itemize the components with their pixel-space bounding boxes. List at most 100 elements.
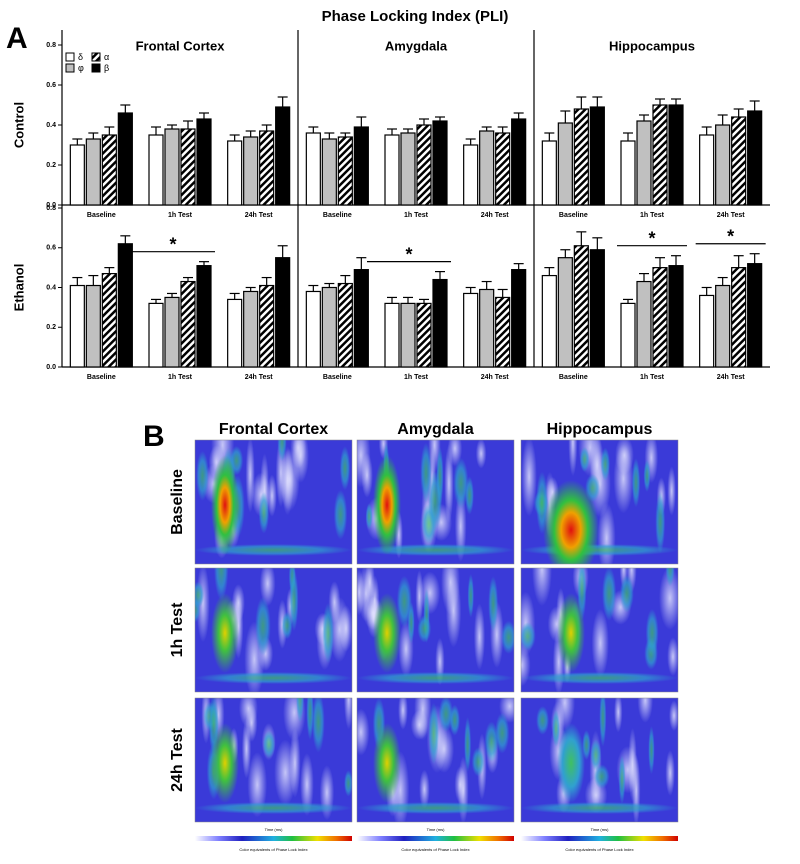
bar — [747, 110, 763, 206]
heat-blob — [267, 474, 277, 517]
heat-blob — [274, 739, 297, 806]
column-title: Amygdala — [385, 38, 448, 53]
heat-blob — [591, 608, 609, 678]
heat-blob — [344, 770, 352, 797]
heat-blob — [339, 446, 351, 491]
x-axis-label: Time (ms) — [265, 827, 284, 832]
heat-blob — [648, 725, 655, 775]
heat-blob — [669, 700, 678, 732]
heat-blob — [602, 568, 617, 621]
heat-blob — [658, 568, 678, 630]
heat-blob — [279, 448, 300, 512]
y-tick-label: 0.2 — [46, 162, 56, 169]
heat-blob — [241, 718, 252, 779]
colorbar — [195, 836, 352, 841]
heat-blob — [247, 752, 268, 818]
x-tick-label: 24h Test — [245, 374, 274, 381]
heat-blob — [593, 764, 610, 789]
legend-label: β — [104, 63, 109, 73]
colorbar-label: Color equivalents of Phase Lock Index — [239, 847, 307, 852]
heat-blob — [449, 704, 460, 736]
heat-blob — [552, 709, 561, 748]
significance-mark: * — [648, 228, 655, 248]
heatmap-frame — [520, 439, 679, 565]
bar — [573, 245, 589, 368]
bar — [511, 118, 527, 206]
bar — [196, 118, 212, 206]
heat-blob — [277, 440, 287, 462]
bar — [432, 120, 448, 206]
x-tick-label: Baseline — [87, 374, 116, 381]
heat-blob — [259, 568, 276, 607]
bar — [495, 296, 511, 368]
bar — [384, 134, 400, 206]
y-tick-label: 0.6 — [46, 245, 56, 252]
bar — [620, 302, 636, 368]
heat-blob — [438, 698, 454, 732]
column-title: Hippocampus — [547, 421, 653, 438]
bar — [148, 134, 164, 206]
legend-swatch — [65, 63, 75, 73]
heatmap — [195, 698, 352, 822]
x-tick-label: 24h Test — [245, 212, 274, 219]
colorbar — [357, 836, 514, 841]
bar — [495, 132, 511, 206]
heat-core — [557, 723, 585, 803]
y-tick-label: 0.0 — [46, 202, 56, 209]
heatmap — [521, 440, 678, 564]
heat-blob — [289, 569, 299, 632]
y-tick-label: 0.0 — [46, 364, 56, 371]
heat-blob — [579, 446, 590, 473]
x-tick-label: 24h Test — [717, 212, 746, 219]
heat-core — [373, 593, 401, 673]
x-tick-label: 1h Test — [640, 374, 665, 381]
colorbar-label: Color equivalents of Phase Lock Index — [401, 847, 469, 852]
heat-blob — [637, 698, 654, 723]
heat-blob — [453, 457, 469, 509]
bar — [353, 126, 369, 206]
bar — [699, 294, 715, 368]
heatmap — [195, 568, 352, 692]
heat-blob — [445, 574, 462, 648]
heat-blob — [471, 747, 485, 777]
column-title: Amygdala — [397, 421, 474, 438]
heat-blob — [306, 698, 314, 741]
bar — [85, 138, 101, 206]
bar — [731, 116, 747, 206]
heat-blob — [214, 568, 229, 601]
figure-title: Phase Locking Index (PLI) — [322, 8, 509, 25]
heat-blob — [407, 601, 415, 644]
heat-blob — [484, 721, 499, 763]
heat-blob — [665, 750, 675, 796]
bar — [541, 274, 557, 368]
heat-blob — [238, 698, 258, 728]
heat-blob — [339, 605, 352, 652]
heat-core — [211, 723, 239, 803]
heat-blob — [488, 576, 499, 632]
heat-blob — [655, 491, 666, 554]
bar — [321, 286, 337, 368]
legend-swatch — [91, 52, 101, 62]
heat-band — [195, 802, 352, 814]
x-tick-label: Baseline — [559, 374, 588, 381]
bar — [259, 284, 275, 368]
bar — [243, 136, 259, 206]
heatmap-frame — [520, 567, 679, 693]
heat-core — [557, 593, 585, 673]
heat-band — [195, 672, 352, 684]
bar — [321, 138, 337, 206]
heatmap — [357, 440, 514, 564]
heat-blob — [521, 440, 537, 517]
heat-blob — [196, 450, 209, 501]
heat-blob — [667, 637, 678, 677]
bar — [117, 243, 133, 368]
heat-blob — [361, 452, 373, 498]
heat-blob — [444, 443, 454, 524]
bar — [747, 263, 763, 368]
heat-blob — [521, 622, 536, 651]
bar — [164, 128, 180, 206]
bar — [196, 265, 212, 368]
y-tick-label: 0.2 — [46, 324, 56, 331]
significance-mark: * — [727, 226, 734, 246]
heat-blob — [631, 458, 641, 508]
